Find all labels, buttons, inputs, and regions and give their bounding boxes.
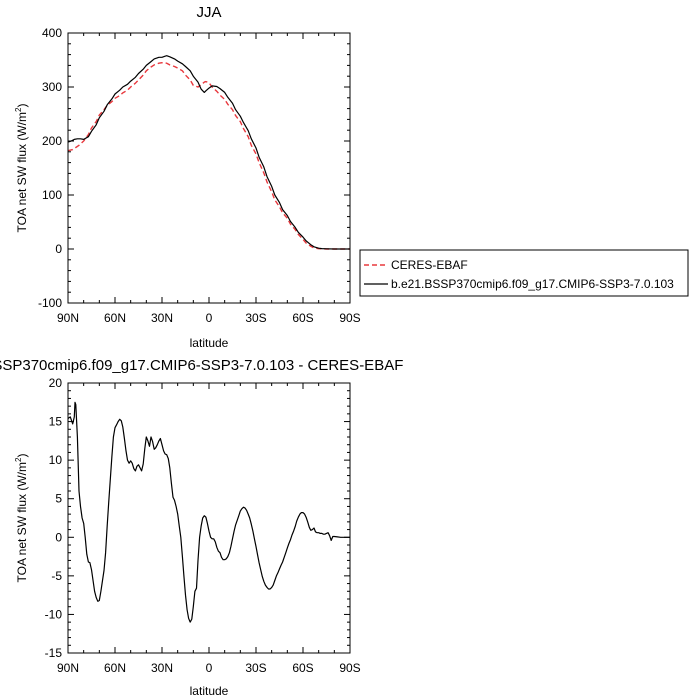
top-x-tick-label: 60S [292,311,313,325]
bottom-x-tick-label: 60N [104,661,126,675]
top-y-tick-label: 200 [42,134,62,148]
bottom-y-tick-label: -10 [45,607,63,621]
bottom-panel-title: b.e21.BSSP370cmip6.f09_g17.CMIP6-SSP3-7.… [0,357,403,374]
top-y-tick-label: 100 [42,188,62,202]
bottom-y-tick-label: 5 [55,492,62,506]
bottom-y-tick-label: -15 [45,646,63,660]
bottom-series-line-0 [67,401,350,623]
bottom-x-tick-label: 0 [206,661,213,675]
top-y-tick-label: 400 [42,26,62,40]
bottom-y-tick-label: 20 [49,376,63,390]
bottom-panel: b.e21.BSSP370cmip6.f09_g17.CMIP6-SSP3-7.… [0,357,403,698]
top-panel-axes: 90N 60N 30N 0 30S 60S 90S -100 0 100 200 300 400 [38,26,361,325]
top-panel-title: JJA [196,4,221,21]
top-plot-frame [67,32,351,304]
bottom-y-tick-label: -5 [51,569,62,583]
bottom-x-tick-label: 30N [151,661,173,675]
legend: CERES-EBAF b.e21.BSSP370cmip6.f09_g17.CM… [359,249,689,297]
top-series-line-1 [67,55,350,250]
legend-box [359,249,689,297]
legend-label-ceres: CERES-EBAF [391,258,468,272]
bottom-x-tick-label: 90S [339,661,360,675]
top-y-tick-label: 300 [42,80,62,94]
top-panel-series [67,55,350,250]
bottom-panel-series [67,401,350,623]
top-x-tick-label: 90S [339,311,360,325]
bottom-y-tick-label: 10 [49,453,63,467]
top-x-tick-label: 60N [104,311,126,325]
top-panel-ylabel: TOA net SW flux (W/m2) [14,104,29,233]
top-x-tick-label: 90N [57,311,79,325]
bottom-panel-ylabel: TOA net SW flux (W/m2) [14,454,29,583]
top-series-line-0 [67,62,350,250]
top-panel: JJA 90N 60N 30N 0 30S 60S 90S -100 0 100 200 300 400… [14,4,361,350]
top-x-tick-label: 0 [206,311,213,325]
bottom-y-tick-label: 15 [49,415,63,429]
bottom-panel-xlabel: latitude [190,684,229,698]
bottom-x-tick-label: 30S [245,661,266,675]
top-y-tick-label: 0 [55,242,62,256]
top-x-tick-label: 30N [151,311,173,325]
bottom-plot-frame [67,382,351,654]
bottom-x-tick-label: 90N [57,661,79,675]
bottom-y-tick-label: 0 [55,530,62,544]
bottom-panel-axes: 90N 60N 30N 0 30S 60S 90S -15 -10 -5 0 5 10 15 20 [45,376,361,675]
top-y-tick-label: -100 [38,296,62,310]
top-x-tick-label: 30S [245,311,266,325]
legend-label-model: b.e21.BSSP370cmip6.f09_g17.CMIP6-SSP3-7.… [391,277,674,291]
top-panel-xlabel: latitude [190,336,229,350]
bottom-x-tick-label: 60S [292,661,313,675]
